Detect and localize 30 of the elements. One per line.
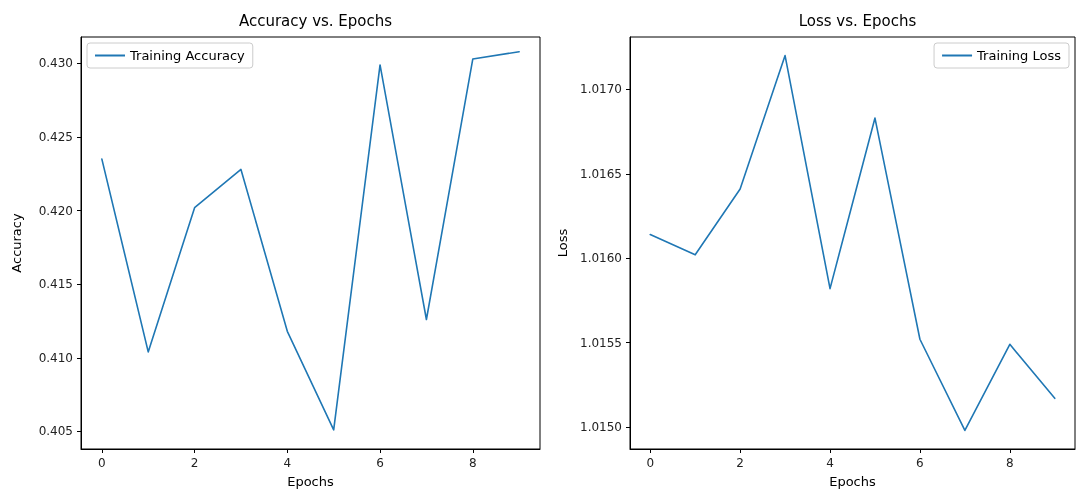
y-tick-label: 1.0165 bbox=[580, 166, 622, 181]
y-tick-label: 0.425 bbox=[38, 130, 73, 145]
chart-title: Loss vs. Epochs bbox=[798, 11, 917, 30]
x-tick-label: 6 bbox=[916, 456, 924, 470]
y-axis-title: Accuracy bbox=[9, 213, 24, 273]
x-tick-label: 4 bbox=[283, 456, 292, 470]
x-tick-label: 4 bbox=[826, 456, 834, 470]
x-tick-label: 2 bbox=[736, 456, 744, 470]
y-tick-label: 0.405 bbox=[38, 424, 73, 439]
y-tick-label: 0.430 bbox=[38, 56, 73, 71]
line-series bbox=[101, 50, 520, 431]
x-tick-label: 6 bbox=[376, 456, 384, 470]
x-tick-label: 8 bbox=[468, 456, 477, 470]
y-tick-label: 0.410 bbox=[38, 350, 73, 365]
y-tick-label: 0.415 bbox=[38, 277, 73, 292]
x-axis-title: Epochs bbox=[829, 474, 877, 489]
x-tick-label: 0 bbox=[646, 456, 655, 470]
x-tick-label: 0 bbox=[98, 456, 106, 470]
y-tick-label: 1.0170 bbox=[580, 82, 622, 97]
y-tick-label: 1.0160 bbox=[580, 251, 622, 266]
y-tick-label: 1.0150 bbox=[580, 420, 622, 435]
y-axis-title: Loss bbox=[555, 228, 571, 258]
y-tick-label: 1.0155 bbox=[580, 335, 622, 350]
x-axis-title: Epochs bbox=[287, 474, 335, 489]
legend-label: Training Accuracy bbox=[129, 48, 246, 63]
x-tick-label: 8 bbox=[1006, 456, 1014, 470]
legend-label: Training Loss bbox=[976, 48, 1062, 63]
y-tick-label: 0.420 bbox=[38, 203, 73, 218]
x-tick-label: 2 bbox=[190, 456, 199, 470]
chart-title: Accuracy vs. Epochs bbox=[238, 11, 393, 30]
